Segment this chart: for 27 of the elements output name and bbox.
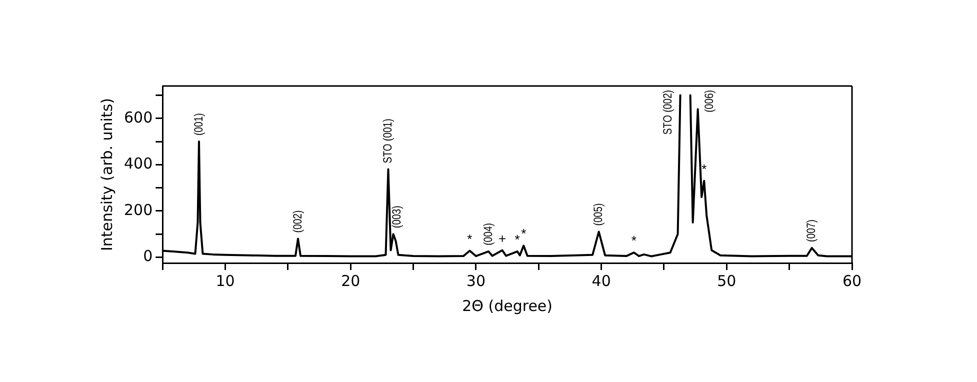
x-tick-label: 40 (592, 272, 611, 290)
y-tick-label: 400 (124, 154, 153, 173)
x-tick-label: 50 (717, 272, 736, 290)
annotation: STO (001) (382, 118, 395, 164)
annotation: * (514, 232, 520, 248)
x-tick-label: 10 (216, 272, 235, 290)
annotation: * (631, 233, 636, 248)
y-tick-label: 600 (124, 108, 153, 126)
annotation: (001) (192, 113, 206, 136)
x-tick-label: 20 (341, 272, 360, 290)
annotation: (004) (482, 223, 496, 246)
annotation: * (521, 226, 526, 242)
x-tick-label: 30 (466, 272, 486, 290)
annotation: (007) (805, 220, 819, 242)
annotation: (006) (703, 90, 716, 112)
annotation: (005) (592, 203, 606, 226)
y-tick-label: 0 (143, 247, 153, 266)
annotation: STO (002) (662, 90, 675, 135)
y-axis-title: Intensity (arb. units) (98, 98, 116, 252)
annotation: * (702, 161, 707, 176)
y-tick-label: 200 (124, 200, 153, 219)
annotation: (003) (390, 206, 404, 228)
annotation: * (467, 231, 472, 246)
x-axis-title: 2Θ (degree) (462, 296, 553, 315)
x-tick-label: 60 (842, 272, 862, 290)
annotation: (002) (291, 210, 305, 233)
annotation: + (498, 230, 506, 246)
